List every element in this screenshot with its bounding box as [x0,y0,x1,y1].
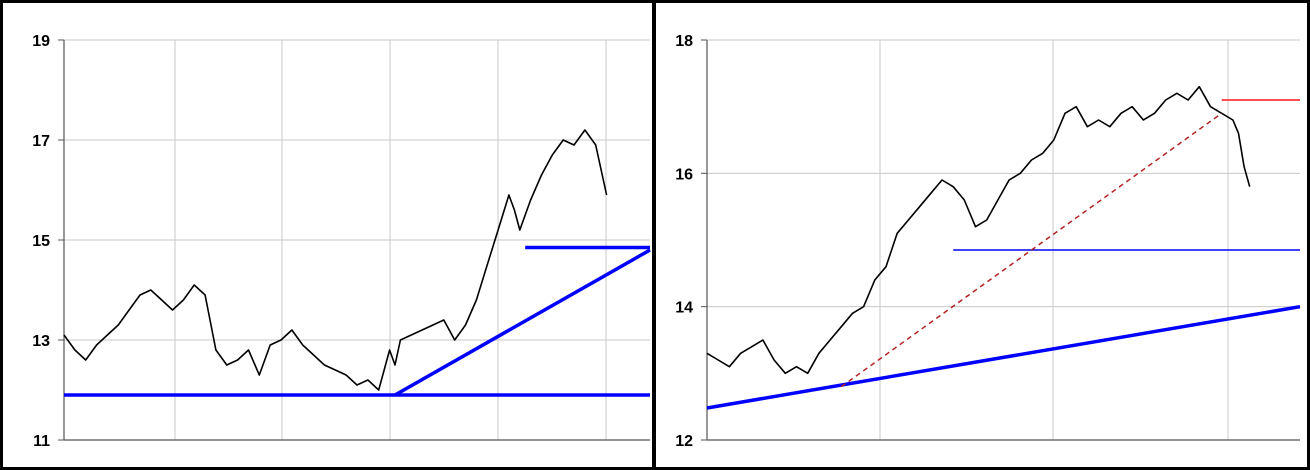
y-tick-label: 11 [33,433,50,450]
price-series-line [63,129,608,391]
right-chart-panel: 18 16 14 12 [675,33,1301,450]
price-series-line [706,85,1251,375]
trend-line [394,248,651,397]
trend-line [706,304,1301,410]
y-tick-label: 16 [675,166,693,183]
y-tick-label: 17 [32,133,50,150]
y-tick-label: 15 [32,233,50,250]
y-tick-label: 13 [32,333,50,350]
y-tick-label: 12 [675,433,693,450]
panel-divider [652,0,656,470]
dashed-trend-line [840,112,1223,388]
y-tick-label: 14 [675,300,693,317]
y-tick-label: 19 [32,33,50,50]
left-chart-panel: 19 17 15 13 11 [32,33,651,450]
y-tick-label: 18 [675,33,693,50]
